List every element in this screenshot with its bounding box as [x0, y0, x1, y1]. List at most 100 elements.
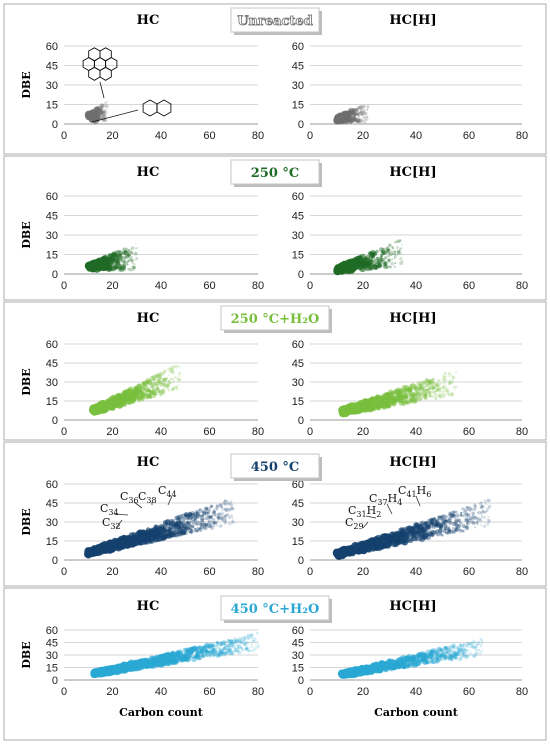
- data-point: [113, 257, 117, 262]
- data-point: [442, 386, 445, 390]
- data-point: [233, 639, 238, 645]
- data-point: [205, 653, 209, 657]
- data-point: [422, 660, 427, 665]
- data-point: [469, 517, 474, 522]
- data-point: [426, 524, 431, 530]
- data-point: [454, 522, 458, 527]
- data-point: [244, 645, 249, 650]
- data-point: [441, 377, 446, 382]
- data-point: [422, 532, 428, 538]
- data-point: [381, 249, 386, 255]
- molecule-sketches: [82, 47, 172, 123]
- ring: [99, 47, 112, 62]
- data-point: [162, 371, 166, 375]
- row-frame-250-c: [3, 155, 547, 301]
- y-tick-label: 15: [292, 100, 304, 112]
- data-point: [216, 520, 219, 522]
- y-tick-label: 60: [46, 479, 58, 491]
- data-point: [244, 636, 248, 640]
- data-point: [220, 640, 224, 644]
- data-point: [167, 382, 171, 386]
- data-point: [161, 388, 166, 393]
- data-point: [419, 387, 424, 391]
- y-tick-label: 45: [46, 498, 58, 510]
- data-point: [245, 647, 250, 651]
- data-point: [183, 530, 188, 536]
- data-point: [384, 256, 388, 260]
- data-point: [455, 527, 460, 532]
- data-point: [229, 639, 233, 643]
- data-point: [356, 112, 360, 116]
- data-point: [196, 526, 200, 531]
- data-point: [195, 651, 199, 656]
- data-point: [133, 251, 138, 256]
- data-point: [223, 645, 228, 650]
- data-point: [408, 392, 412, 397]
- annotation-leader: [386, 503, 393, 515]
- data-point: [122, 267, 127, 271]
- data-point: [420, 651, 426, 657]
- data-point: [444, 520, 447, 523]
- data-point: [98, 110, 104, 116]
- data-point: [451, 643, 457, 648]
- data-point: [435, 389, 439, 393]
- data-point: [213, 524, 216, 528]
- data-point: [149, 391, 154, 396]
- data-point: [430, 517, 434, 522]
- data-point: [193, 646, 197, 651]
- data-point: [204, 522, 209, 527]
- data-point: [253, 647, 257, 651]
- data-point: [353, 113, 357, 117]
- data-point: [105, 101, 108, 104]
- data-point: [425, 388, 429, 392]
- data-point: [200, 518, 205, 523]
- data-point: [423, 521, 429, 527]
- data-point: [434, 531, 438, 535]
- data-point: [451, 521, 457, 527]
- data-point: [422, 653, 428, 659]
- x-tick-label: 80: [252, 130, 264, 142]
- data-point: [195, 529, 199, 533]
- data-point: [385, 246, 390, 251]
- data-point: [479, 644, 483, 648]
- data-point: [480, 644, 482, 646]
- data-point: [431, 395, 434, 398]
- data-point: [218, 650, 223, 655]
- data-point: [171, 388, 174, 391]
- data-point: [437, 385, 441, 388]
- data-point: [105, 114, 108, 116]
- data-point: [224, 513, 228, 518]
- data-point: [141, 393, 145, 398]
- data-point: [417, 386, 422, 391]
- data-point: [240, 636, 245, 641]
- data-point: [469, 652, 472, 655]
- data-point: [455, 524, 458, 528]
- data-point: [411, 397, 417, 403]
- data-point: [455, 652, 459, 656]
- data-point: [380, 247, 386, 253]
- data-point: [476, 641, 478, 643]
- data-point: [174, 365, 178, 369]
- data-point: [165, 384, 169, 388]
- data-point: [486, 500, 489, 503]
- data-point: [132, 265, 136, 270]
- data-point: [465, 643, 470, 648]
- data-point: [204, 511, 209, 516]
- x-tick-label: 80: [516, 686, 528, 698]
- data-point: [252, 639, 256, 643]
- data-point: [151, 385, 155, 389]
- data-point: [421, 534, 427, 540]
- data-point: [195, 654, 199, 659]
- data-point: [379, 258, 384, 262]
- x-tick-label: 0: [61, 426, 67, 438]
- data-point: [217, 650, 222, 655]
- data-point: [126, 253, 130, 256]
- data-point: [467, 521, 469, 523]
- data-point: [476, 518, 478, 520]
- data-point: [230, 499, 232, 501]
- data-point: [434, 653, 440, 659]
- data-point: [436, 657, 440, 661]
- x-tick-label: 40: [155, 686, 167, 698]
- data-point: [437, 394, 440, 397]
